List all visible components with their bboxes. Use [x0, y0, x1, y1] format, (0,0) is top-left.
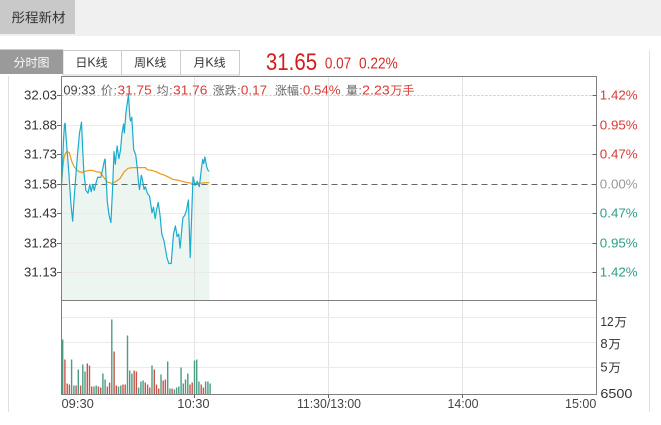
svg-text:1.42%: 1.42% — [600, 266, 638, 280]
svg-text:0.95%: 0.95% — [600, 119, 638, 133]
svg-text:31.28: 31.28 — [24, 237, 57, 251]
svg-text::: : — [114, 84, 117, 98]
svg-text:8: 8 — [600, 337, 607, 351]
svg-text:0.54%: 0.54% — [303, 84, 341, 98]
svg-text:0.95%: 0.95% — [600, 237, 638, 251]
svg-text:K: K — [205, 56, 214, 70]
svg-text:0.47%: 0.47% — [600, 148, 638, 162]
svg-text:14:00: 14:00 — [448, 397, 479, 411]
svg-text:31.76: 31.76 — [173, 84, 207, 98]
svg-text:0.07: 0.07 — [325, 55, 351, 72]
svg-text::: : — [359, 84, 362, 98]
svg-text:11:30/13:00: 11:30/13:00 — [297, 397, 361, 411]
svg-text:31.58: 31.58 — [24, 178, 57, 192]
svg-text:12: 12 — [600, 315, 613, 329]
svg-text:31.43: 31.43 — [24, 207, 57, 221]
svg-text::: : — [299, 84, 302, 98]
svg-text:K: K — [146, 56, 155, 70]
svg-text:10:30: 10:30 — [177, 397, 209, 411]
svg-text:5: 5 — [600, 361, 607, 375]
svg-text:0.47%: 0.47% — [600, 207, 638, 221]
svg-text:15:00: 15:00 — [565, 397, 596, 411]
svg-text:1.42%: 1.42% — [600, 89, 638, 103]
svg-text:31.75: 31.75 — [118, 84, 152, 98]
svg-text:31.65: 31.65 — [266, 49, 317, 76]
svg-text:09:30: 09:30 — [62, 397, 94, 411]
svg-text:09:33: 09:33 — [63, 84, 95, 98]
svg-text:K: K — [87, 56, 96, 70]
svg-text::: : — [169, 84, 172, 98]
svg-text::: : — [237, 84, 240, 98]
svg-text:2.23: 2.23 — [362, 84, 390, 98]
svg-text:32.03: 32.03 — [24, 89, 57, 103]
svg-text:31.13: 31.13 — [24, 266, 57, 280]
svg-text:31.88: 31.88 — [24, 119, 57, 133]
svg-text:0.17: 0.17 — [241, 84, 267, 98]
svg-text:6500: 6500 — [600, 387, 632, 401]
svg-text:0.22%: 0.22% — [359, 55, 398, 72]
svg-text:0.00%: 0.00% — [600, 178, 638, 192]
svg-text:31.73: 31.73 — [24, 148, 57, 162]
